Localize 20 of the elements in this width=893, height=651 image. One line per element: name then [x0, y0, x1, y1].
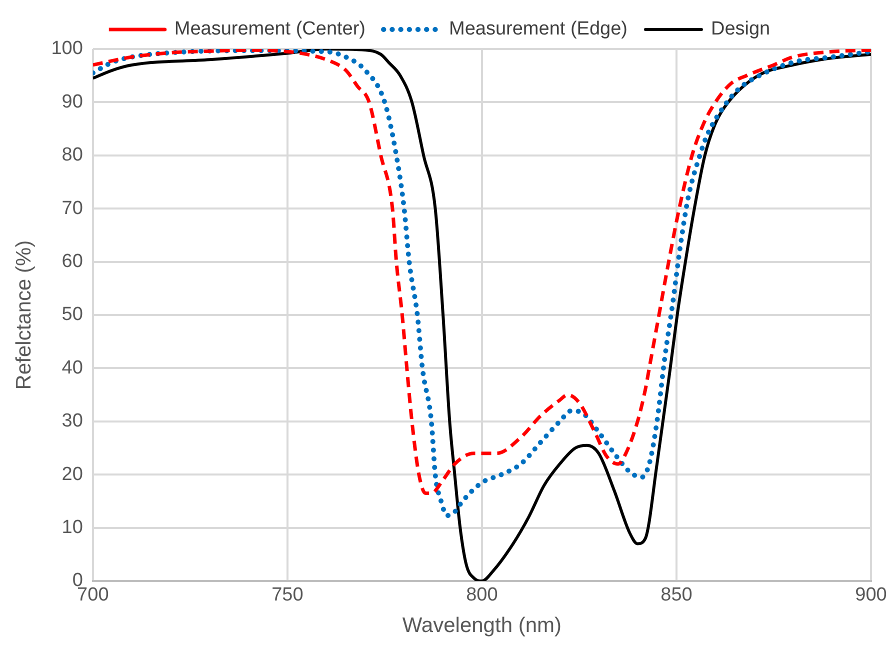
y-tick-label: 90: [62, 91, 83, 112]
y-tick-label: 0: [72, 570, 83, 592]
y-axis-title: Refelctance (%): [12, 240, 36, 390]
y-tick-label: 10: [62, 517, 83, 538]
y-tick-label: 40: [62, 357, 83, 378]
y-tick-label: 100: [51, 38, 83, 60]
legend-label: Measurement (Edge): [449, 18, 628, 40]
y-tick-label: 50: [62, 304, 83, 326]
y-tick-label: 70: [62, 198, 83, 219]
x-tick-label: 750: [272, 584, 304, 606]
y-tick-label: 60: [62, 251, 83, 272]
x-tick-label: 900: [855, 584, 887, 606]
y-tick-label: 30: [62, 410, 83, 432]
legend-label: Measurement (Center): [174, 18, 366, 40]
legend-label: Design: [710, 18, 770, 40]
x-axis-title: Wavelength (nm): [402, 614, 562, 638]
y-tick-label: 20: [62, 464, 83, 485]
x-tick-label: 850: [660, 584, 692, 606]
y-tick-label: 80: [62, 144, 83, 166]
x-tick-label: 800: [466, 584, 498, 606]
